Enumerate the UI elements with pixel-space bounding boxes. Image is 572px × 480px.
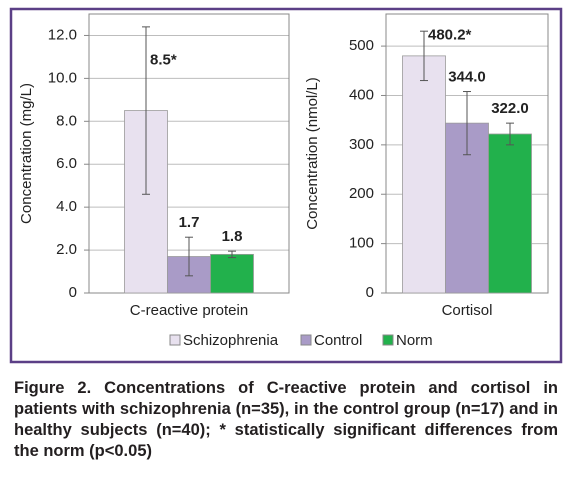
y-tick-label: 200 <box>349 185 374 202</box>
legend-swatch <box>382 334 394 346</box>
bar <box>210 253 254 294</box>
y-tick-label: 2.0 <box>56 241 77 258</box>
value-label: 480.2* <box>428 26 472 43</box>
y-tick-label: 500 <box>349 37 374 54</box>
figure-frame <box>9 7 563 364</box>
y-axis-title: Concentration (mg/L) <box>18 83 35 224</box>
y-axis-title: Concentration (nmol/L) <box>304 77 321 230</box>
y-tick-label: 12.0 <box>48 26 77 43</box>
y-tick-label: 10.0 <box>48 69 77 86</box>
y-tick-label: 300 <box>349 136 374 153</box>
y-tick-label: 8.0 <box>56 112 77 129</box>
value-label: 344.0 <box>448 68 486 85</box>
caption: Figure 2. Concentrations of C-reactive p… <box>14 379 558 460</box>
legend-swatch <box>300 334 312 346</box>
x-tick-label: Cortisol <box>442 302 493 319</box>
x-tick-label: C-reactive protein <box>130 302 248 319</box>
y-tick-label: 400 <box>349 86 374 103</box>
legend-label: Schizophrenia <box>183 332 279 349</box>
value-label: 8.5* <box>150 52 177 69</box>
value-label: 1.7 <box>179 214 200 231</box>
legend-swatch <box>169 334 181 346</box>
y-tick-label: 6.0 <box>56 155 77 172</box>
bar <box>402 55 446 294</box>
bar <box>488 133 532 294</box>
legend-label: Control <box>314 332 362 349</box>
value-label: 322.0 <box>491 100 529 117</box>
chart: 0 2.0 4.0 6.0 8.0 10.0 12.0 Concentration (mg/L… <box>9 7 563 364</box>
y-tick-label: 100 <box>349 235 374 252</box>
legend-label: Norm <box>396 332 433 349</box>
y-tick-label: 4.0 <box>56 198 77 215</box>
value-label: 1.8 <box>222 228 243 245</box>
y-tick-label: 0 <box>366 284 374 301</box>
y-tick-label: 0 <box>69 284 77 301</box>
